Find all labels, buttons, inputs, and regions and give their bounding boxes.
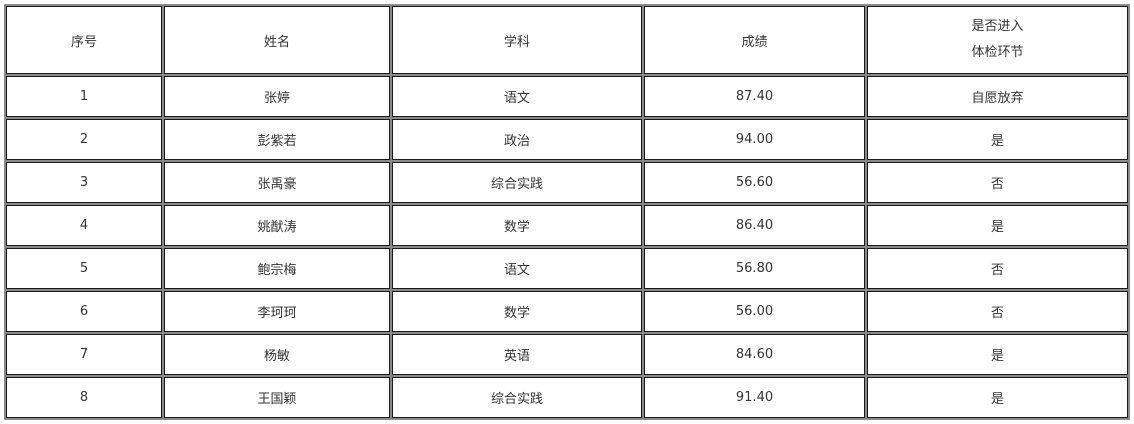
header-index: 序号	[6, 6, 162, 74]
cell-name: 杨敏	[164, 334, 390, 375]
header-physical-exam: 是否进入 体检环节	[867, 6, 1128, 74]
cell-name: 鲍宗梅	[164, 248, 390, 289]
cell-name: 姚猷涛	[164, 205, 390, 246]
cell-subject: 政治	[392, 119, 642, 160]
cell-index: 2	[6, 119, 162, 160]
cell-score: 56.60	[644, 162, 865, 203]
cell-physical-exam: 是	[867, 377, 1128, 418]
cell-physical-exam: 自愿放弃	[867, 76, 1128, 117]
cell-score: 91.40	[644, 377, 865, 418]
table-row: 5 鲍宗梅 语文 56.80 否	[6, 248, 1128, 289]
header-physical-exam-line2: 体检环节	[971, 45, 1024, 60]
table-row: 8 王国颖 综合实践 91.40 是	[6, 377, 1128, 418]
cell-physical-exam: 是	[867, 205, 1128, 246]
cell-index: 7	[6, 334, 162, 375]
cell-subject: 英语	[392, 334, 642, 375]
results-table: 序号 姓名 学科 成绩 是否进入 体检环节 1 张婷 语文 87.40 自愿放弃 2 彭紫若…	[4, 4, 1130, 420]
table-row: 1 张婷 语文 87.40 自愿放弃	[6, 76, 1128, 117]
cell-score: 84.60	[644, 334, 865, 375]
cell-subject: 语文	[392, 248, 642, 289]
header-subject: 学科	[392, 6, 642, 74]
cell-subject: 综合实践	[392, 377, 642, 418]
cell-score: 56.00	[644, 291, 865, 332]
cell-score: 86.40	[644, 205, 865, 246]
cell-physical-exam: 否	[867, 248, 1128, 289]
cell-subject: 数学	[392, 291, 642, 332]
cell-name: 彭紫若	[164, 119, 390, 160]
cell-name: 李珂珂	[164, 291, 390, 332]
cell-index: 3	[6, 162, 162, 203]
cell-index: 8	[6, 377, 162, 418]
cell-score: 94.00	[644, 119, 865, 160]
cell-name: 王国颖	[164, 377, 390, 418]
cell-subject: 数学	[392, 205, 642, 246]
cell-physical-exam: 是	[867, 119, 1128, 160]
cell-index: 6	[6, 291, 162, 332]
cell-index: 4	[6, 205, 162, 246]
header-physical-exam-line1: 是否进入	[971, 19, 1024, 34]
table-row: 2 彭紫若 政治 94.00 是	[6, 119, 1128, 160]
header-name: 姓名	[164, 6, 390, 74]
table-row: 4 姚猷涛 数学 86.40 是	[6, 205, 1128, 246]
cell-physical-exam: 否	[867, 291, 1128, 332]
table-row: 3 张禹豪 综合实践 56.60 否	[6, 162, 1128, 203]
table-row: 7 杨敏 英语 84.60 是	[6, 334, 1128, 375]
cell-score: 56.80	[644, 248, 865, 289]
cell-subject: 语文	[392, 76, 642, 117]
header-row: 序号 姓名 学科 成绩 是否进入 体检环节	[6, 6, 1128, 74]
cell-physical-exam: 是	[867, 334, 1128, 375]
cell-subject: 综合实践	[392, 162, 642, 203]
cell-name: 张婷	[164, 76, 390, 117]
cell-index: 1	[6, 76, 162, 117]
cell-index: 5	[6, 248, 162, 289]
cell-name: 张禹豪	[164, 162, 390, 203]
cell-score: 87.40	[644, 76, 865, 117]
table-row: 6 李珂珂 数学 56.00 否	[6, 291, 1128, 332]
header-score: 成绩	[644, 6, 865, 74]
cell-physical-exam: 否	[867, 162, 1128, 203]
